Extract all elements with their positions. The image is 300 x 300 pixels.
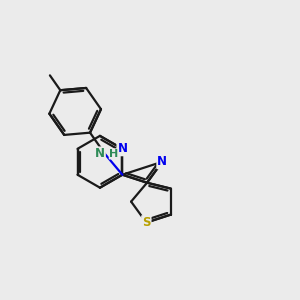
Text: N: N xyxy=(117,142,128,155)
Text: N: N xyxy=(157,155,167,168)
Text: S: S xyxy=(142,216,151,229)
Text: N: N xyxy=(95,147,105,161)
Text: H: H xyxy=(109,149,119,159)
